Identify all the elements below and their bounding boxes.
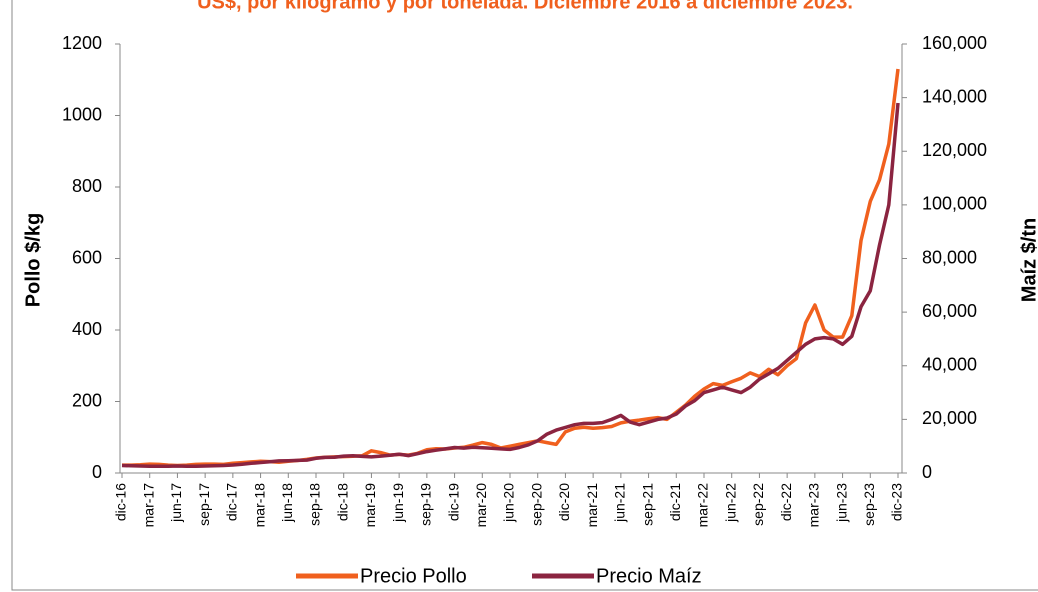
x-tick-label: mar-23 [806,483,822,528]
x-tick-label: jun-22 [722,483,738,523]
y2-tick-label: 40,000 [922,355,977,375]
x-tick-label: dic-20 [556,483,572,521]
frame [11,0,1038,591]
x-tick-label: mar-20 [473,483,489,528]
x-tick-label: jun-23 [833,483,849,523]
x-tick-label: sep-23 [861,483,877,526]
x-tick-label: sep-21 [639,483,655,526]
y-tick-label: 800 [72,176,102,196]
x-tick-label: sep-17 [196,483,212,526]
x-tick-label: dic-18 [334,483,350,521]
x-tick-label: jun-20 [501,483,517,523]
series-line [121,102,900,469]
x-tick-label: jun-18 [279,483,295,523]
x-tick-label: dic-23 [889,483,905,521]
y-tick-label: 1200 [62,33,102,53]
y2-axis-label: Maíz $/tn [1018,218,1038,302]
y2-tick-label: 160,000 [922,33,987,53]
x-tick-label: dic-16 [113,483,129,521]
y-axis-label: Pollo $/kg [22,213,44,307]
x-tick-label: mar-18 [251,483,267,528]
y2-tick-label: 140,000 [922,86,987,106]
y2-tick-label: 20,000 [922,408,977,428]
x-tick-label: jun-19 [390,483,406,523]
x-tick-label: mar-19 [362,483,378,528]
y2-tick-label: 60,000 [922,301,977,321]
y2-tick-label: 120,000 [922,140,987,160]
x-tick-label: dic-17 [224,483,240,521]
x-tick-label: dic-22 [778,483,794,521]
x-tick-label: jun-21 [612,483,628,523]
x-tick-label: jun-17 [168,483,184,523]
chart-title: US$, por kilogramo y por tonelada. Dicie… [197,0,853,13]
legend-label: Precio Pollo [360,565,467,587]
y-tick-label: 200 [72,390,102,410]
x-tick-label: sep-20 [528,483,544,526]
y-tick-label: 1000 [62,104,102,124]
x-tick-label: sep-19 [418,483,434,526]
x-tick-label: dic-19 [445,483,461,521]
y-tick-label: 0 [92,462,102,482]
x-tick-label: sep-22 [750,483,766,526]
x-tick-label: mar-21 [584,483,600,528]
y-tick-label: 600 [72,247,102,267]
y2-tick-label: 80,000 [922,247,977,267]
legend-label: Precio Maíz [596,565,702,587]
y-tick-label: 400 [72,319,102,339]
x-tick-label: dic-21 [667,483,683,521]
y2-tick-label: 0 [922,462,932,482]
y2-tick-label: 100,000 [922,194,987,214]
x-tick-label: mar-17 [140,483,156,528]
x-tick-label: sep-18 [307,483,323,526]
x-tick-label: mar-22 [695,483,711,528]
